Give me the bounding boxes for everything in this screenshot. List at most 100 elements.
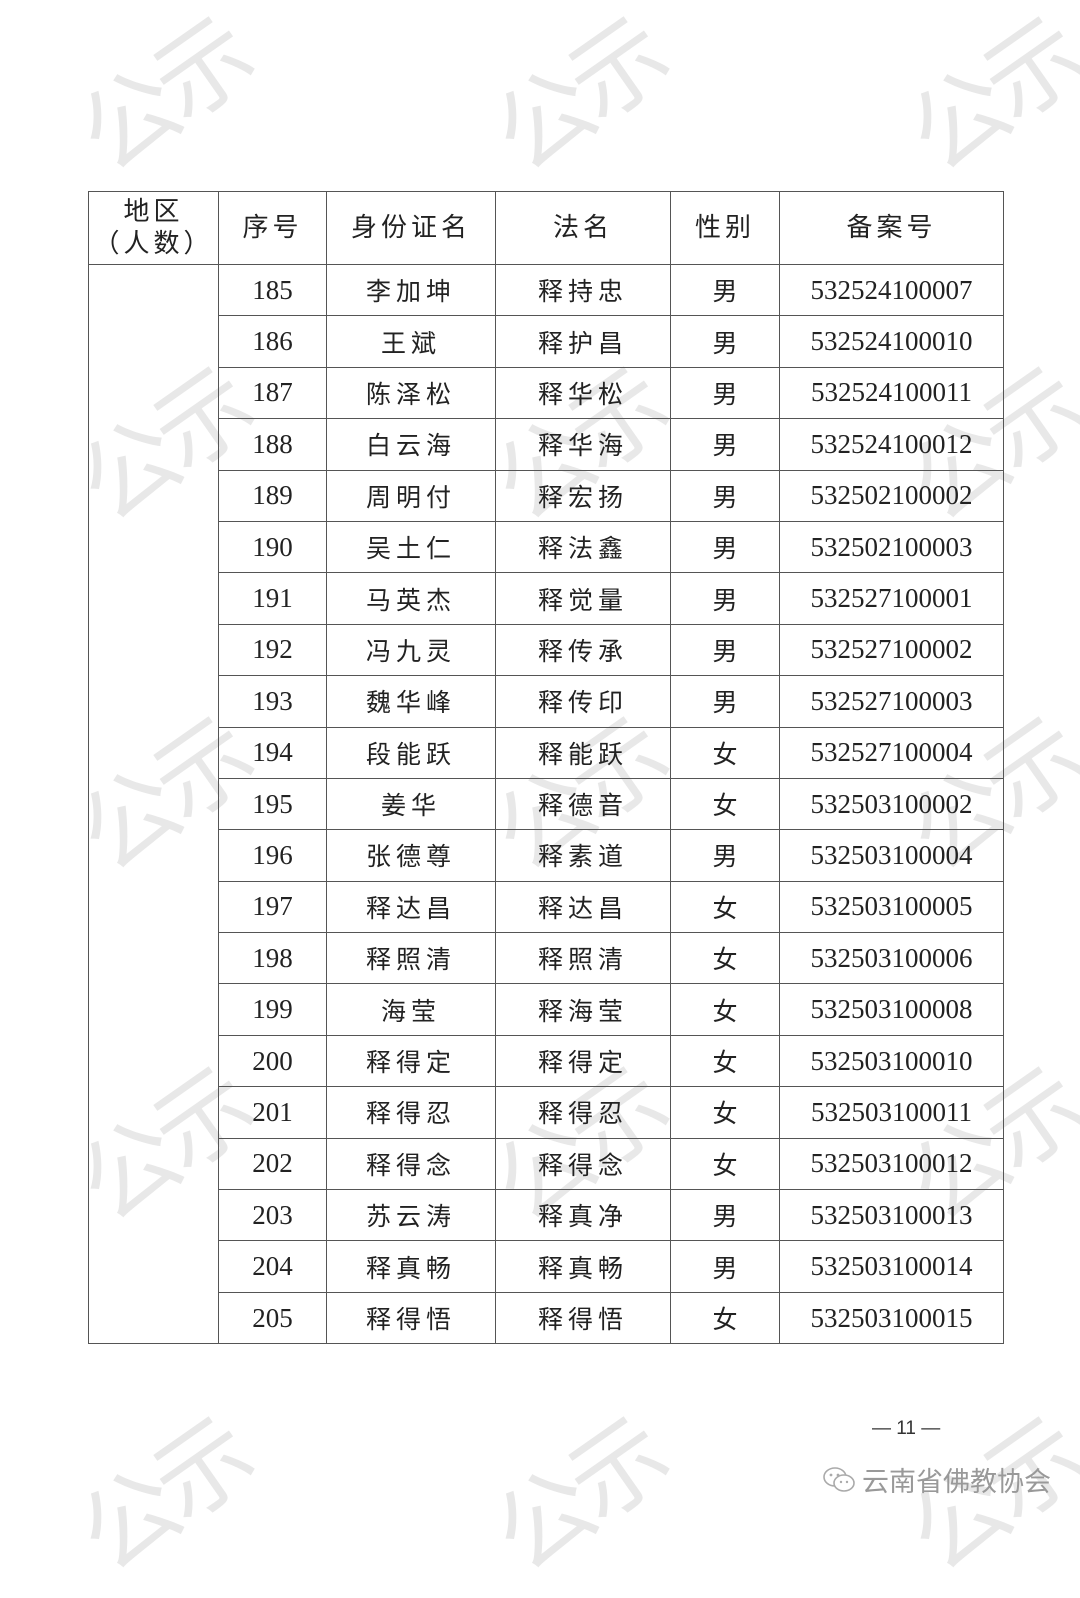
id-name-cell: 冯九灵 — [326, 623, 496, 677]
gender-cell: 女 — [670, 1137, 780, 1191]
id-name-cell: 释得定 — [326, 1034, 496, 1088]
gender-cell: 男 — [670, 675, 780, 728]
dharma-name-cell: 释觉量 — [495, 572, 671, 625]
gender-cell: 女 — [670, 777, 780, 831]
table-row: 193 魏华峰 释传印男 532527100003 — [89, 675, 1004, 728]
dharma-name-cell: 释华松 — [495, 366, 671, 420]
seq-cell: 195 — [218, 777, 327, 831]
table-row: 186 王斌 释护昌男 532524100010 — [89, 315, 1004, 368]
table-row: 185 李加坤 释持忠男 532524100007 — [88, 263, 1004, 1345]
record-no-cell: 532524100012 — [779, 418, 1004, 471]
wechat-icon — [822, 1466, 856, 1494]
seq-cell: 188 — [218, 418, 327, 471]
record-no-cell: 532527100004 — [779, 726, 1004, 779]
seq-cell: 186 — [218, 315, 327, 368]
record-no-cell: 532502100003 — [779, 520, 1004, 574]
header-region: 地区 （人数） — [88, 191, 219, 265]
seq-cell: 200 — [218, 1034, 327, 1088]
table-row: 197 释达昌 释达昌女 532503100005 — [89, 880, 1004, 934]
dharma-name-cell: 释传印 — [495, 675, 671, 728]
dharma-name-cell: 释真畅 — [495, 1240, 671, 1293]
gender-cell: 男 — [670, 469, 780, 522]
id-name-cell: 姜华 — [326, 777, 496, 831]
header-dharma-name: 法名 — [495, 191, 671, 265]
brand-footer: 云南省佛教协会 — [822, 1460, 1051, 1499]
seq-cell: 201 — [218, 1086, 327, 1139]
dharma-name-cell: 释海莹 — [495, 983, 671, 1036]
dharma-name-cell: 释德音 — [495, 777, 671, 831]
seq-cell: 190 — [218, 520, 327, 574]
header-record-no: 备案号 — [779, 191, 1004, 265]
table-row: 187 陈泽松 释华松男 532524100011 — [89, 366, 1004, 420]
record-no-cell: 532503100010 — [779, 1034, 1004, 1088]
seq-cell: 185 — [218, 263, 327, 317]
id-name-cell: 李加坤 — [326, 263, 496, 317]
record-no-cell: 532503100015 — [779, 1291, 1004, 1345]
id-name-cell: 陈泽松 — [326, 366, 496, 420]
seq-cell: 197 — [218, 880, 327, 934]
id-name-cell: 段能跃 — [326, 726, 496, 779]
table-row: 205 释得悟 释得悟女 532503100015 — [89, 1291, 1004, 1345]
seq-cell: 189 — [218, 469, 327, 522]
dharma-name-cell: 释宏扬 — [495, 469, 671, 522]
dharma-name-cell: 释得悟 — [495, 1291, 671, 1345]
table-row: 202 释得念 释得念女 532503100012 — [89, 1137, 1004, 1191]
seq-cell: 194 — [218, 726, 327, 779]
header-gender: 性别 — [670, 191, 780, 265]
id-name-cell: 海莹 — [326, 983, 496, 1036]
seq-cell: 187 — [218, 366, 327, 420]
seq-cell: 203 — [218, 1189, 327, 1242]
record-no-cell: 532524100007 — [779, 263, 1004, 317]
table-row: 191 马英杰 释觉量男 532527100001 — [89, 572, 1004, 625]
seq-cell: 198 — [218, 932, 327, 985]
seq-cell: 205 — [218, 1291, 327, 1345]
header-region-sub-label: （人数） — [93, 229, 214, 259]
dharma-name-cell: 释护昌 — [495, 315, 671, 368]
dharma-name-cell: 释素道 — [495, 829, 671, 882]
gender-cell: 男 — [670, 623, 780, 677]
gender-cell: 男 — [670, 366, 780, 420]
record-no-cell: 532524100010 — [779, 315, 1004, 368]
table-row: 204 释真畅 释真畅男 532503100014 — [89, 1240, 1004, 1293]
gender-cell: 男 — [670, 263, 780, 317]
id-name-cell: 魏华峰 — [326, 675, 496, 728]
gender-cell: 女 — [670, 726, 780, 779]
table-row: 195 姜华 释德音女 532503100002 — [89, 777, 1004, 831]
dharma-name-cell: 释华海 — [495, 418, 671, 471]
id-name-cell: 释得忍 — [326, 1086, 496, 1139]
record-no-cell: 532503100004 — [779, 829, 1004, 882]
dharma-name-cell: 释持忠 — [495, 263, 671, 317]
seq-cell: 191 — [218, 572, 327, 625]
watermark: 公示 — [889, 0, 1080, 194]
id-name-cell: 释照清 — [326, 932, 496, 985]
id-name-cell: 马英杰 — [326, 572, 496, 625]
id-name-cell: 吴土仁 — [326, 520, 496, 574]
gender-cell: 女 — [670, 1034, 780, 1088]
seq-cell: 204 — [218, 1240, 327, 1293]
dharma-name-cell: 释传承 — [495, 623, 671, 677]
record-no-cell: 532527100002 — [779, 623, 1004, 677]
watermark: 公示 — [474, 0, 686, 194]
dharma-name-cell: 释得忍 — [495, 1086, 671, 1139]
watermark: 公示 — [59, 0, 271, 194]
record-no-cell: 532503100013 — [779, 1189, 1004, 1242]
id-name-cell: 王斌 — [326, 315, 496, 368]
gender-cell: 男 — [670, 520, 780, 574]
record-no-cell: 532503100008 — [779, 983, 1004, 1036]
id-name-cell: 释达昌 — [326, 880, 496, 934]
dharma-name-cell: 释得定 — [495, 1034, 671, 1088]
id-name-cell: 释得悟 — [326, 1291, 496, 1345]
table-row: 198 释照清 释照清女 532503100006 — [89, 932, 1004, 985]
record-no-cell: 532503100005 — [779, 880, 1004, 934]
gender-cell: 男 — [670, 829, 780, 882]
seq-cell: 192 — [218, 623, 327, 677]
dharma-name-cell: 释得念 — [495, 1137, 671, 1191]
page-number: — 11 — — [872, 1418, 941, 1439]
seq-cell: 202 — [218, 1137, 327, 1191]
table-row: 201 释得忍 释得忍女 532503100011 — [89, 1086, 1004, 1139]
record-no-cell: 532503100006 — [779, 932, 1004, 985]
id-name-cell: 释得念 — [326, 1137, 496, 1191]
record-no-cell: 532503100012 — [779, 1137, 1004, 1191]
table-row: 203 苏云涛 释真净男 532503100013 — [89, 1189, 1004, 1242]
id-name-cell: 苏云涛 — [326, 1189, 496, 1242]
